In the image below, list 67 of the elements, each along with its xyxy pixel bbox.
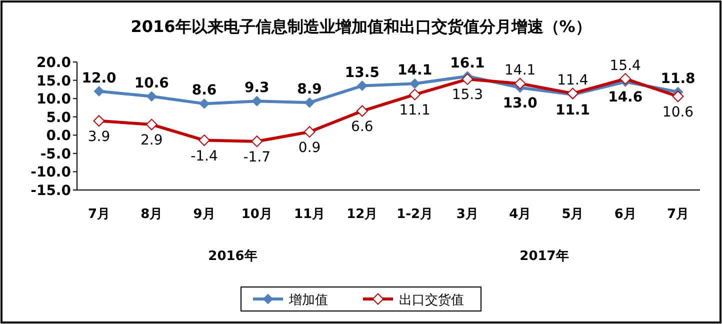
point <box>462 73 474 85</box>
data-label: 13.0 <box>502 96 538 112</box>
point <box>251 136 263 148</box>
data-label: 2.9 <box>140 132 163 149</box>
text: 2016年 <box>208 249 258 264</box>
data-label: -1.4 <box>190 148 218 164</box>
y-tick-label: 15.0 <box>36 73 72 90</box>
x-tick-label: 11月 <box>294 207 326 222</box>
point <box>304 126 316 138</box>
y-tick-label: -5.0 <box>40 146 72 162</box>
point <box>409 88 421 100</box>
x-tick-label: 5月 <box>562 207 584 222</box>
x-tick-label: 12月 <box>346 207 378 222</box>
point <box>304 97 315 108</box>
point <box>93 115 105 127</box>
data-label: 11.8 <box>660 70 696 87</box>
point <box>94 86 104 96</box>
point <box>410 78 420 89</box>
data-label: 14.6 <box>608 90 643 106</box>
data-label: 11.4 <box>557 72 588 88</box>
y-tick-label: -15.0 <box>30 183 72 199</box>
point <box>620 73 632 85</box>
y-tick-label: 5.0 <box>46 110 72 126</box>
data-label: 15.3 <box>452 87 484 104</box>
data-label: 16.1 <box>450 55 485 72</box>
data-label: 8.9 <box>297 82 322 98</box>
data-label: -1.7 <box>243 149 271 166</box>
x-tick-label: 6月 <box>614 207 636 222</box>
y-tick-label: 20.0 <box>36 55 72 71</box>
y-tick-label: 0.0 <box>46 128 72 144</box>
point <box>672 90 684 102</box>
point <box>199 98 210 109</box>
data-label: 3.9 <box>88 128 110 145</box>
x-tick-label: 1-2月 <box>396 207 434 222</box>
y-tick-label: 10.0 <box>36 92 72 108</box>
chart-title: 2016年以来电子信息制造业增加值和出口交货值分月增速（%） <box>130 17 592 36</box>
x-tick-label: 9月 <box>193 207 216 222</box>
data-label: 12.0 <box>82 70 117 86</box>
point <box>252 96 262 106</box>
text: 2017年 <box>520 249 569 264</box>
data-label: 11.1 <box>555 102 590 119</box>
point <box>356 105 368 117</box>
x-tick-label: 4月 <box>509 207 532 222</box>
data-label: 11.1 <box>399 102 430 119</box>
x-tick-label: 3月 <box>456 207 478 222</box>
y-tick-label: -10.0 <box>30 164 72 181</box>
data-label: 13.5 <box>344 64 380 81</box>
x-tick-label: 7月 <box>666 207 690 222</box>
data-label: 0.9 <box>298 140 321 156</box>
legend-label: 增加值 <box>288 293 328 308</box>
x-tick-label: 7月 <box>88 207 110 222</box>
point <box>146 118 158 130</box>
point <box>356 80 368 92</box>
data-label: 6.6 <box>351 119 374 136</box>
legend-label: 出口交货值 <box>399 292 464 308</box>
data-label: 10.6 <box>134 75 169 92</box>
x-tick-label: 8月 <box>140 207 163 222</box>
data-label: 9.3 <box>244 80 270 96</box>
data-label: 14.1 <box>504 62 536 79</box>
point <box>146 91 157 102</box>
data-label: 10.6 <box>662 104 694 120</box>
x-tick-label: 10月 <box>241 207 272 222</box>
data-label: 15.4 <box>610 58 642 74</box>
point <box>514 78 526 90</box>
data-label: 8.6 <box>192 82 217 99</box>
data-label: 14.1 <box>398 62 432 79</box>
point <box>198 134 210 146</box>
